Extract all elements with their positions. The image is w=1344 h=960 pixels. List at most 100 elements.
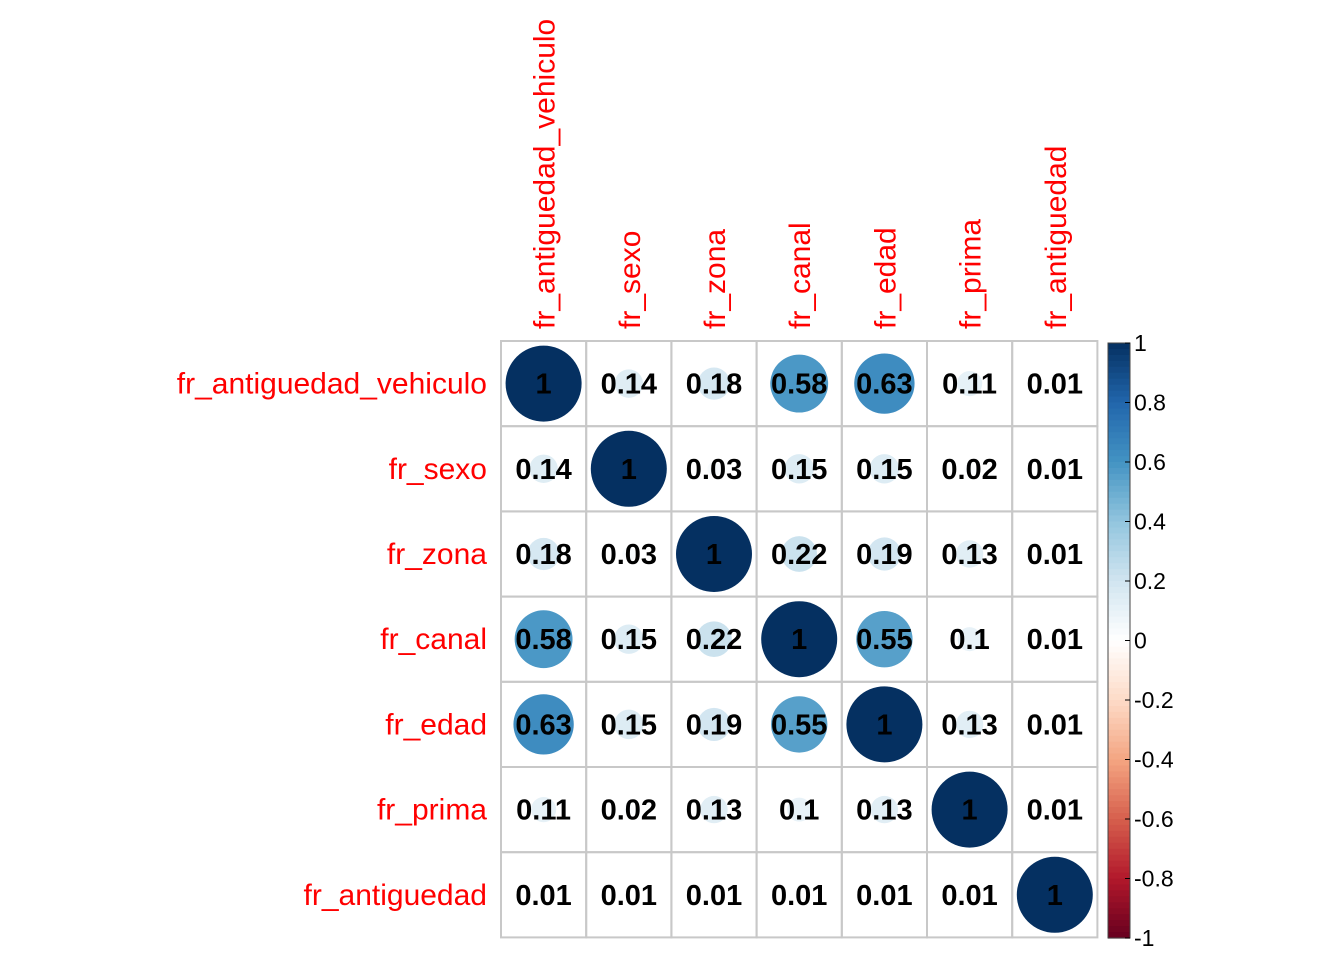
column-label: fr_sexo [614,231,647,329]
legend-swatch [1108,830,1130,838]
correlation-circle [710,891,718,899]
legend-swatch [1108,676,1130,683]
correlation-circle [527,537,560,571]
legend-swatch [1108,503,1130,511]
column-label: fr_canal [784,222,817,329]
correlation-circle [965,891,974,899]
legend-swatch [1108,438,1130,445]
column-label: fr_edad [869,227,902,329]
correlation-value: 0.15 [601,624,657,656]
legend-swatch [1108,396,1130,404]
row-labels: fr_antiguedad_vehiculo fr_sexo fr_zona fr_c… [177,368,488,912]
legend-swatch [1108,926,1130,933]
legend-swatch [1108,390,1130,398]
legend-swatch [1108,414,1130,421]
legend-swatch [1108,343,1130,350]
legend-swatch [1108,604,1130,612]
legend-swatch [1108,723,1130,731]
correlation-circle [697,707,731,741]
correlation-value: 0.11 [516,795,571,827]
legend-swatch [1108,819,1130,826]
correlation-value: 0.13 [686,795,742,827]
correlation-value: 0.58 [771,369,827,401]
correlation-value: 0.19 [856,539,912,571]
legend-swatch [1108,842,1130,850]
legend-swatch [1108,896,1130,903]
correlation-value: 0.1 [779,795,819,827]
legend-swatch [1108,652,1130,659]
legend-swatch [1108,872,1130,880]
correlation-circle [1051,379,1059,388]
correlation-value: 0.13 [941,539,997,571]
correlation-circle [931,771,1008,848]
legend-swatch [1108,456,1130,463]
correlation-circle [854,353,915,414]
column-label: fr_prima [955,219,988,329]
legend-swatch [1108,759,1130,767]
legend-swatch [1108,479,1130,487]
correlation-value: 0.63 [856,369,912,401]
legend-swatch [1108,771,1130,778]
legend-swatch [1108,420,1130,427]
legend-swatch [1108,801,1130,808]
legend-swatch [1108,563,1130,570]
correlation-circle [614,624,644,654]
legend-swatch [1108,569,1130,576]
color-legend: 1 0.8 0.6 0.4 0.2 0 -0.2 -0.4 -0.6 -0.8 -1 [1107,330,1174,951]
legend-swatch [1108,836,1130,844]
correlation-value: 0.01 [1027,539,1083,571]
legend-tick-label: -0.6 [1134,806,1174,832]
legend-tick-label: 0.2 [1134,568,1166,594]
correlation-value: 0.01 [515,880,571,912]
legend-swatch [1108,789,1130,796]
correlation-value: 0.18 [515,539,571,571]
correlation-circle [590,430,667,507]
grid-cell [1011,851,1099,939]
correlation-circle [623,804,635,815]
correlation-circle [514,610,573,669]
legend-tick-label: -1 [1134,925,1154,951]
legend-tick-label: -0.8 [1134,866,1174,892]
legend-swatch [1108,348,1130,356]
correlation-circle [880,891,889,899]
correlation-value: 0.02 [601,795,657,827]
correlation-value: 0.11 [942,369,997,401]
correlation-value: 1 [791,624,807,656]
correlation-circle [787,797,812,822]
correlation-circle [770,354,829,413]
legend-swatch [1108,729,1130,737]
correlation-value: 0.03 [686,454,742,486]
legend-swatch [1108,360,1130,368]
legend-swatch [1108,860,1130,868]
correlation-circle [761,601,838,678]
correlation-circle [856,611,913,668]
legend-swatch [1108,813,1130,820]
correlation-circle [867,537,901,571]
correlation-circle [625,891,633,899]
legend-tick-label: -0.4 [1134,747,1174,773]
correlation-value: 0.14 [515,454,571,486]
correlation-circle [1051,465,1059,473]
legend-swatch [1108,902,1130,909]
row-label: fr_antiguedad_vehiculo [177,368,487,401]
legend-swatch [1108,753,1130,761]
legend-swatch [1108,372,1130,380]
correlation-value: 0.14 [601,369,657,401]
correlation-value: 0.13 [856,795,912,827]
correlation-circle [700,795,728,824]
legend-swatch [1108,658,1130,665]
legend-swatch [1108,622,1130,630]
correlation-value: 0.15 [856,454,912,486]
legend-tick-label: 0.8 [1134,390,1166,416]
row-label: fr_antiguedad [304,879,488,912]
legend-swatch [1108,581,1130,588]
correlation-circle [707,462,721,476]
correlation-value: 0.15 [601,709,657,741]
correlation-value: 0.13 [941,709,997,741]
correlation-circle [784,454,814,484]
correlation-circle [539,891,548,899]
legend-swatch [1108,467,1130,475]
correlation-circle [1051,720,1059,729]
legend-swatch [1108,717,1130,725]
legend-swatch [1108,366,1130,374]
